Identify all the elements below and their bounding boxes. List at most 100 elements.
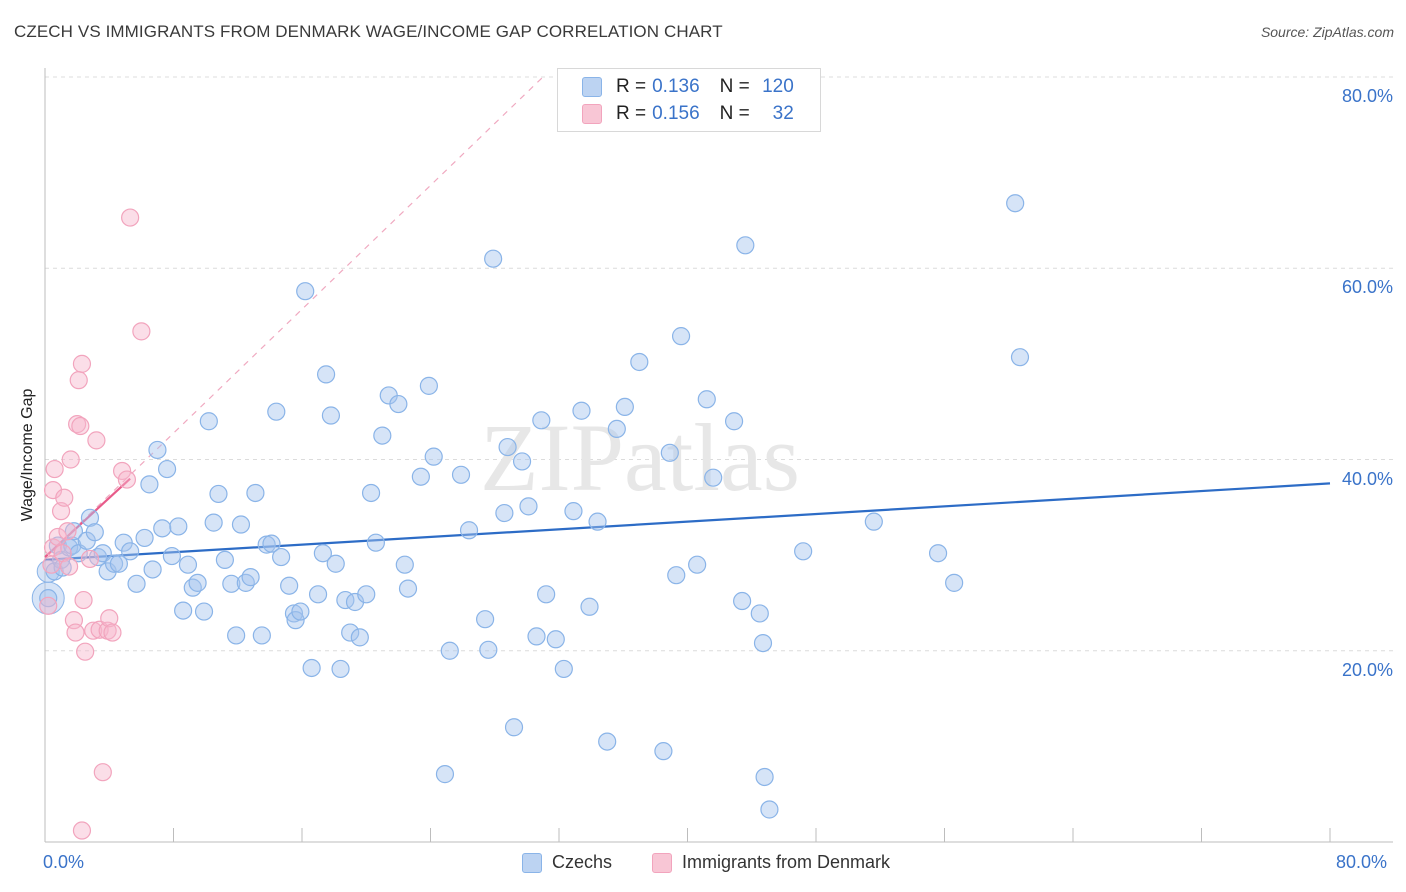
legend-n-value: 32: [772, 103, 794, 124]
denmark-point: [72, 354, 92, 373]
czechs-point: [440, 641, 459, 660]
czechs-point: [398, 579, 418, 598]
czechs-point: [135, 528, 154, 548]
czechs-point: [395, 555, 414, 574]
czechs-point: [588, 512, 607, 531]
czechs-point: [554, 659, 573, 679]
gridlines: [45, 76, 1393, 652]
czechs-point: [280, 576, 299, 595]
czechs-point: [607, 419, 626, 438]
trendlines: [44, 76, 1331, 562]
denmark-point: [71, 416, 90, 436]
czechs-point: [366, 533, 385, 552]
legend-r-value: 0.136: [652, 76, 700, 97]
czechs-point: [419, 376, 438, 395]
czechs-point: [750, 604, 769, 623]
czechs-point: [53, 558, 72, 577]
czechs-point: [945, 573, 964, 592]
y-tick-label: 20.0%: [1341, 659, 1393, 680]
czechs-point: [231, 515, 251, 534]
denmark-point: [61, 450, 80, 469]
data-points: [31, 194, 1030, 840]
czechs-point: [660, 443, 679, 462]
czechs-point: [121, 542, 140, 561]
czechs-point: [498, 437, 517, 457]
y-tick-label: 80.0%: [1341, 86, 1393, 106]
czechs-point: [194, 602, 214, 621]
czechs-point: [153, 519, 172, 538]
czechs-point: [615, 397, 634, 417]
legend-r-label: R =: [616, 103, 647, 124]
legend-r-label: R =: [616, 76, 647, 97]
czechs-point: [512, 452, 532, 471]
denmark-point: [112, 461, 132, 481]
czechs-point: [532, 411, 551, 430]
x-tick-label-max: 80.0%: [1336, 852, 1388, 872]
czechs-point: [64, 522, 84, 541]
denmark-point: [117, 470, 137, 489]
denmark-point: [100, 609, 119, 628]
czechs-point: [697, 390, 716, 409]
czechs-point: [928, 544, 948, 563]
czechs-point: [435, 765, 455, 784]
denmark-legend-swatch: [652, 852, 672, 873]
czechs-point: [313, 544, 332, 563]
czechs-point: [227, 626, 246, 645]
czechs-point: [252, 626, 271, 645]
denmark-point: [74, 590, 93, 610]
czechs-point: [85, 523, 104, 542]
legend-row-czechs: R = 0.136 N = 120: [582, 74, 794, 100]
czechs-point: [174, 601, 193, 620]
czechs-point: [209, 484, 228, 504]
axes: [44, 68, 1393, 843]
czechs-point: [143, 560, 162, 579]
czechs-point: [755, 767, 774, 787]
czechs-point: [504, 718, 524, 737]
czechs-point: [736, 236, 755, 255]
czechs-point: [80, 508, 100, 527]
czechs-point: [753, 633, 773, 653]
czechs-point: [222, 574, 241, 593]
czechs-point: [188, 573, 207, 592]
denmark-point: [45, 459, 64, 479]
czechs-legend-swatch: [522, 852, 542, 873]
denmark-point: [72, 821, 92, 840]
czechs-point: [199, 412, 218, 431]
bottom-legend-czechs: Czechs: [522, 852, 612, 873]
denmark-point: [84, 621, 103, 640]
czechs-point: [572, 401, 591, 420]
czechs-point: [272, 547, 291, 567]
legend-row-denmark: R = 0.156 N = 32: [582, 101, 794, 127]
czechs-point: [424, 447, 443, 466]
denmark-point: [76, 642, 95, 661]
czechs-point: [357, 585, 376, 604]
denmark-point: [93, 763, 112, 782]
czechs-point: [204, 513, 223, 532]
czechs-point: [476, 610, 495, 629]
czechs-point: [246, 483, 265, 503]
czechs-trend-line: [44, 482, 1331, 562]
czechs-point: [598, 732, 617, 751]
czechs-point: [296, 282, 315, 301]
czechs-point: [479, 640, 498, 659]
denmark-swatch: [582, 104, 602, 124]
legend-n-label: N =: [719, 103, 750, 124]
denmark-point: [87, 431, 106, 450]
czechs-point: [302, 658, 321, 678]
czechs-point: [350, 628, 369, 647]
czechs-point: [267, 402, 286, 421]
czechs-point: [704, 468, 723, 487]
czechs-point: [688, 555, 707, 574]
y-tick-label: 40.0%: [1341, 468, 1393, 489]
czechs-point: [321, 406, 341, 425]
legend-n-label: N =: [719, 76, 750, 97]
denmark-point: [48, 527, 67, 547]
denmark-point: [68, 415, 87, 434]
czechs-point: [148, 440, 167, 460]
czechs-point: [215, 550, 234, 570]
denmark-legend-label: Immigrants from Denmark: [682, 852, 891, 872]
correlation-legend: R = 0.136 N = 120 R = 0.156 N = 32: [557, 68, 821, 132]
czechs-point: [537, 585, 556, 604]
czechs-point: [630, 352, 649, 372]
